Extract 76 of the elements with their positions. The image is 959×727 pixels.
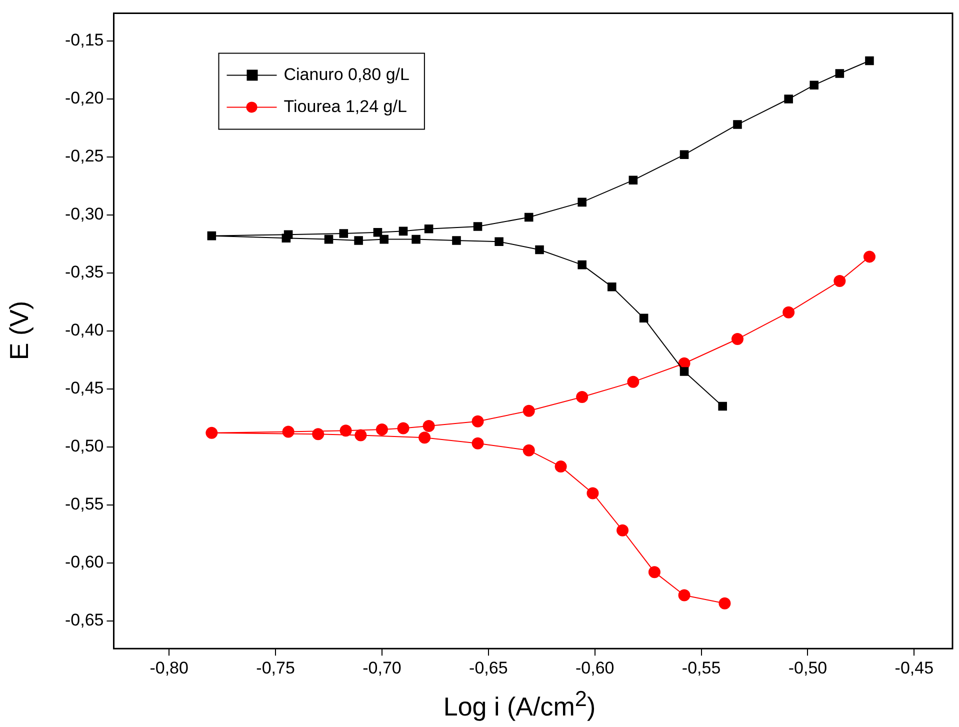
y-axis-title: E (V) (4, 300, 36, 360)
point (733, 120, 742, 129)
point (340, 424, 352, 437)
x-tick-label: -0,60 (575, 658, 614, 678)
point (339, 229, 348, 238)
x-tick-label: -0,65 (469, 658, 508, 678)
point (680, 367, 689, 376)
legend-label: Cianuro 0,80 g/L (284, 64, 410, 84)
point (554, 460, 567, 473)
x-tick-label: -0,55 (682, 658, 721, 678)
point (522, 404, 535, 417)
point (608, 282, 616, 292)
y-tick-label: -0,35 (65, 262, 104, 282)
point (627, 376, 640, 388)
x-tick-label: -0,70 (362, 658, 402, 678)
point (535, 245, 544, 254)
y-tick-label: -0,50 (65, 436, 104, 456)
point (354, 236, 363, 245)
point (731, 333, 744, 346)
point (424, 224, 434, 234)
point (312, 428, 324, 440)
point (522, 444, 535, 456)
y-tick-label: -0,65 (65, 610, 104, 630)
point (586, 487, 599, 500)
point (865, 56, 874, 66)
point (412, 234, 420, 244)
point (834, 275, 846, 288)
point (398, 226, 408, 236)
point (376, 423, 388, 436)
point (810, 80, 819, 90)
y-tick-label: -0,20 (65, 88, 104, 108)
point (718, 402, 727, 411)
point (616, 524, 629, 536)
point (576, 390, 588, 403)
y-tick-label: -0,60 (65, 552, 104, 572)
x-tick-label: -0,50 (788, 658, 828, 678)
point (678, 589, 690, 602)
point (207, 231, 216, 240)
x-tick-label: -0,45 (894, 658, 934, 678)
x-tick-label: -0,75 (256, 658, 295, 678)
point (472, 437, 484, 450)
point (284, 230, 293, 240)
point (578, 260, 586, 270)
y-tick-label: -0,45 (65, 378, 104, 398)
point (784, 94, 793, 104)
point (373, 228, 382, 237)
x-tick-label: -0,80 (150, 658, 188, 678)
y-tick-label: -0,40 (65, 320, 104, 340)
point (397, 422, 410, 434)
point (648, 566, 660, 578)
point (206, 426, 218, 439)
point (782, 306, 795, 318)
point (639, 314, 648, 323)
point (628, 176, 638, 185)
point (422, 420, 435, 432)
point (718, 597, 731, 610)
point (452, 236, 461, 245)
point (680, 150, 689, 160)
y-tick-label: -0,30 (65, 204, 104, 224)
y-tick-label: -0,55 (65, 494, 104, 514)
point (524, 212, 534, 222)
y-tick-label: -0,25 (65, 146, 104, 166)
y-tick-label: -0,15 (65, 30, 104, 50)
point (472, 415, 484, 428)
point (494, 237, 504, 246)
point (473, 222, 482, 231)
point (418, 432, 431, 444)
point (324, 234, 334, 244)
legend-label: Tiourea 1,24 g/L (284, 96, 407, 116)
point (282, 426, 294, 438)
x-axis-title: Log i (A/cm$^{2}$) (442, 686, 597, 723)
point (354, 429, 367, 442)
point (863, 250, 876, 263)
point (578, 198, 586, 207)
point (835, 69, 844, 78)
point (380, 234, 388, 244)
